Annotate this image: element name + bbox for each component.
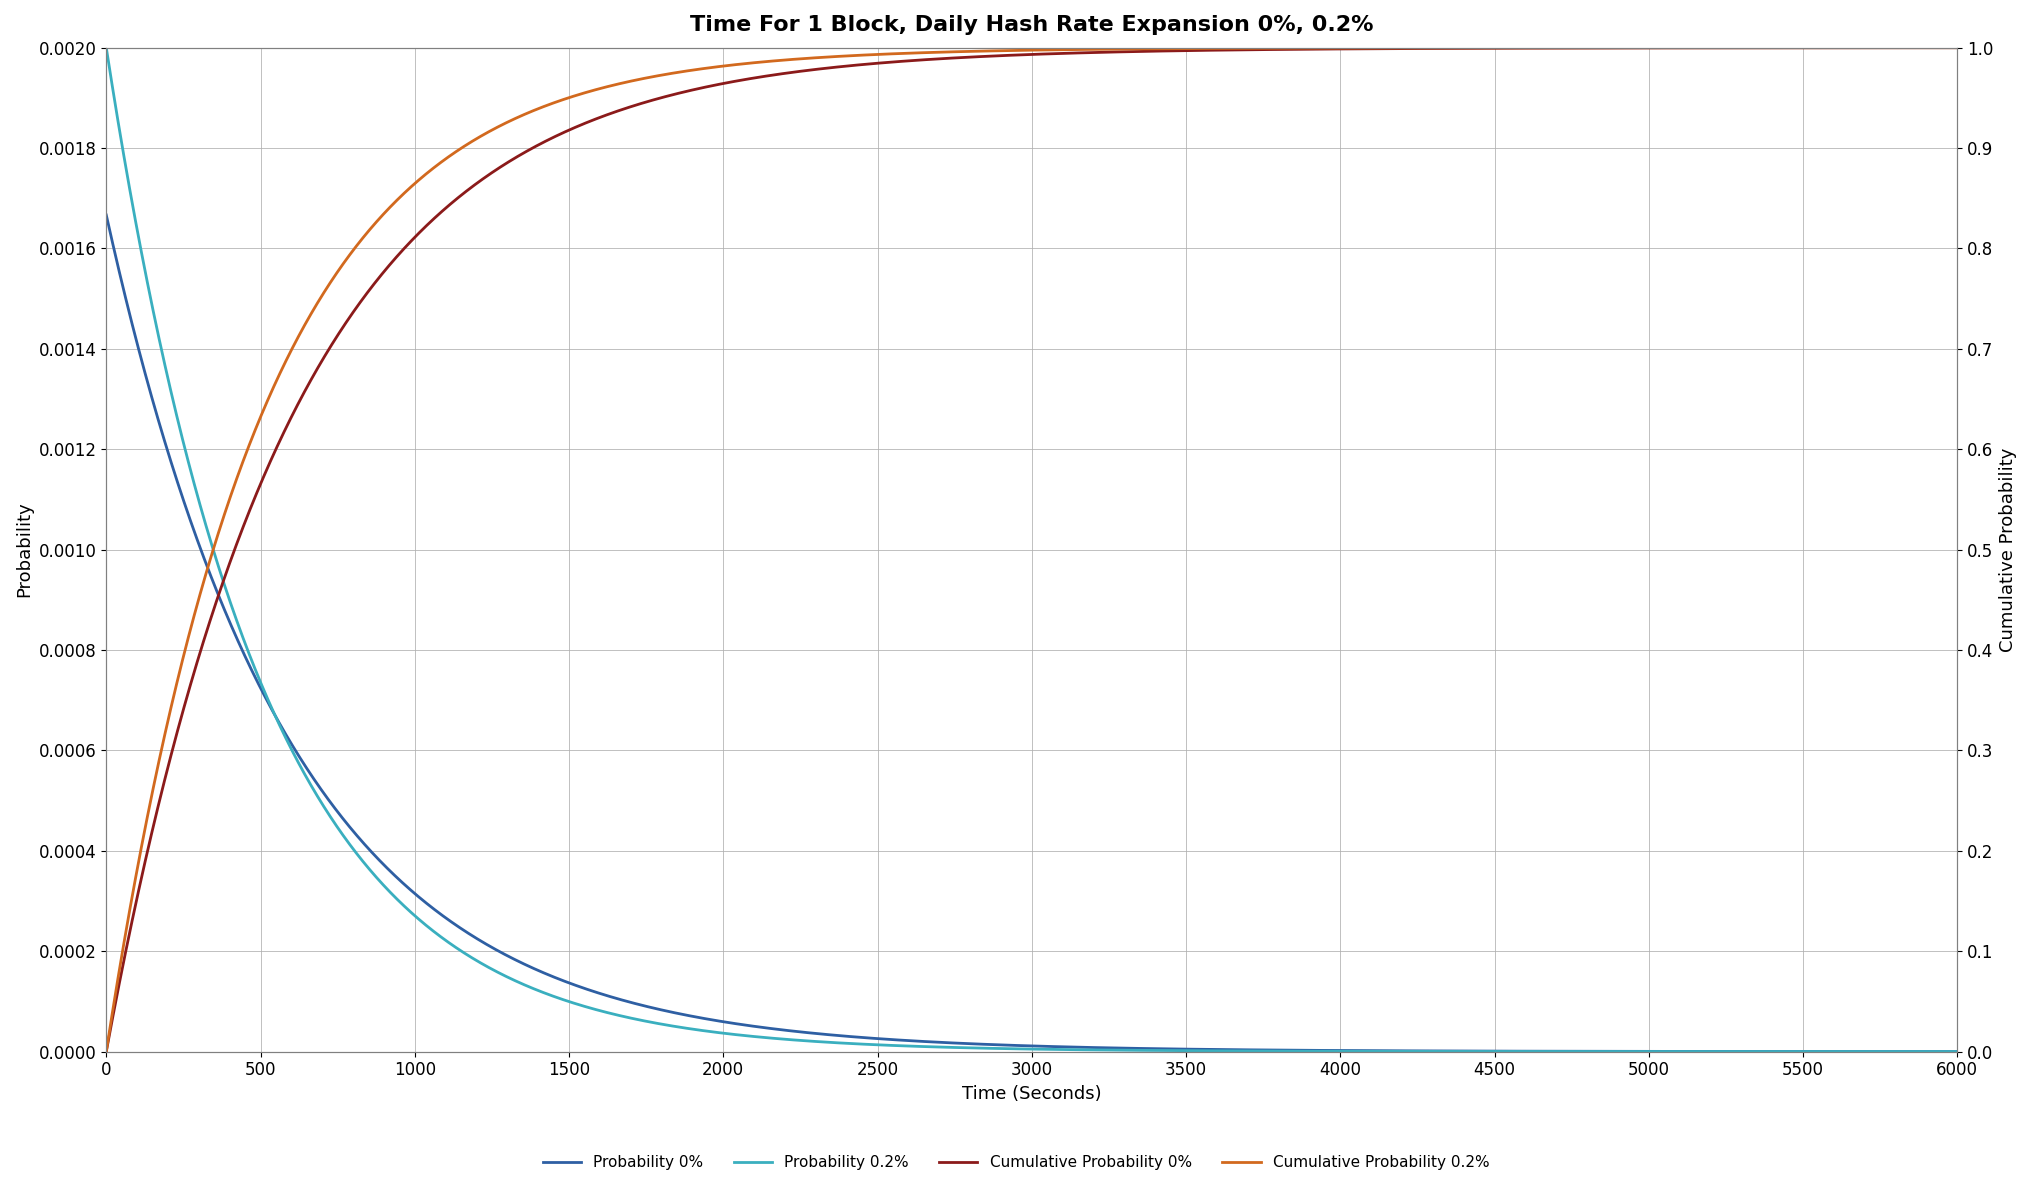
Probability 0% [1729,1045,1754,1059]
Cumulative Probability 0.2% [931,44,955,59]
Probability 0.2% [1918,1045,1943,1059]
Cumulative Probability 0% [1918,41,1943,55]
Probability 0.2% [1945,1045,1969,1059]
Line: Cumulative Probability 0.2%: Cumulative Probability 0.2% [106,48,1957,1052]
Cumulative Probability 0% [1945,41,1969,55]
Line: Probability 0.2%: Probability 0.2% [106,48,1957,1052]
Probability 0.2% [931,1040,955,1054]
Probability 0% [1918,1045,1943,1059]
Title: Time For 1 Block, Daily Hash Rate Expansion 0%, 0.2%: Time For 1 Block, Daily Hash Rate Expans… [691,14,1374,35]
Probability 0.2% [1485,1045,1510,1059]
Cumulative Probability 0% [116,934,140,948]
Probability 0% [931,1035,955,1049]
X-axis label: Time (Seconds): Time (Seconds) [961,1085,1101,1103]
Probability 0% [116,299,140,314]
Cumulative Probability 0.2% [1945,41,1969,55]
Probability 0.2% [116,172,140,186]
Cumulative Probability 0.2% [116,914,140,928]
Cumulative Probability 0.2% [1918,41,1943,55]
Probability 0.2% [1729,1045,1754,1059]
Cumulative Probability 0.2% [532,99,557,113]
Cumulative Probability 0% [532,135,557,149]
Probability 0% [1485,1043,1510,1058]
Probability 0% [1945,1045,1969,1059]
Cumulative Probability 0.2% [1485,41,1510,55]
Cumulative Probability 0% [1729,41,1754,55]
Cumulative Probability 0% [93,1045,118,1059]
Cumulative Probability 0% [931,52,955,66]
Y-axis label: Probability: Probability [14,501,33,597]
Cumulative Probability 0% [1485,41,1510,55]
Cumulative Probability 0.2% [93,1045,118,1059]
Probability 0.2% [93,41,118,55]
Probability 0% [532,966,557,981]
Y-axis label: Cumulative Probability: Cumulative Probability [1999,447,2018,651]
Probability 0.2% [532,986,557,1000]
Cumulative Probability 0.2% [1729,41,1754,55]
Line: Cumulative Probability 0%: Cumulative Probability 0% [106,48,1957,1052]
Probability 0% [93,208,118,222]
Legend: Probability 0%, Probability 0.2%, Cumulative Probability 0%, Cumulative Probabil: Probability 0%, Probability 0.2%, Cumula… [536,1149,1496,1177]
Line: Probability 0%: Probability 0% [106,215,1957,1052]
